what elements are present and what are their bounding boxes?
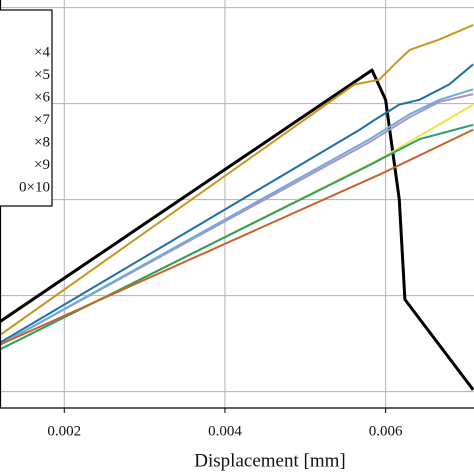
x-tick-label: 0.002	[47, 423, 81, 439]
x-tick-label: 0.004	[208, 423, 242, 439]
series-line	[0, 63, 474, 344]
x-ticks: 0.002 0.004 0.006	[47, 408, 403, 439]
plot-area	[0, 0, 474, 408]
series-line	[0, 93, 474, 346]
series-line	[0, 88, 474, 346]
legend-label: ×9	[34, 157, 50, 173]
legend	[0, 9, 53, 207]
series-line	[0, 128, 474, 346]
legend-entries: ×4 ×5 ×6 ×7 ×8 ×9 0×10	[19, 44, 50, 195]
series-line	[0, 24, 474, 336]
legend-label: ×7	[34, 112, 50, 128]
legend-label: ×8	[34, 134, 50, 150]
x-axis-label: Displacement [mm]	[194, 450, 345, 471]
series-line	[0, 123, 474, 351]
legend-label: ×6	[34, 89, 50, 105]
legend-label: ×4	[34, 44, 50, 60]
x-tick-label: 0.006	[369, 423, 403, 439]
legend-label: ×5	[34, 67, 50, 83]
lines	[0, 24, 474, 391]
legend-label: 0×10	[19, 179, 50, 195]
series-line	[0, 68, 474, 391]
